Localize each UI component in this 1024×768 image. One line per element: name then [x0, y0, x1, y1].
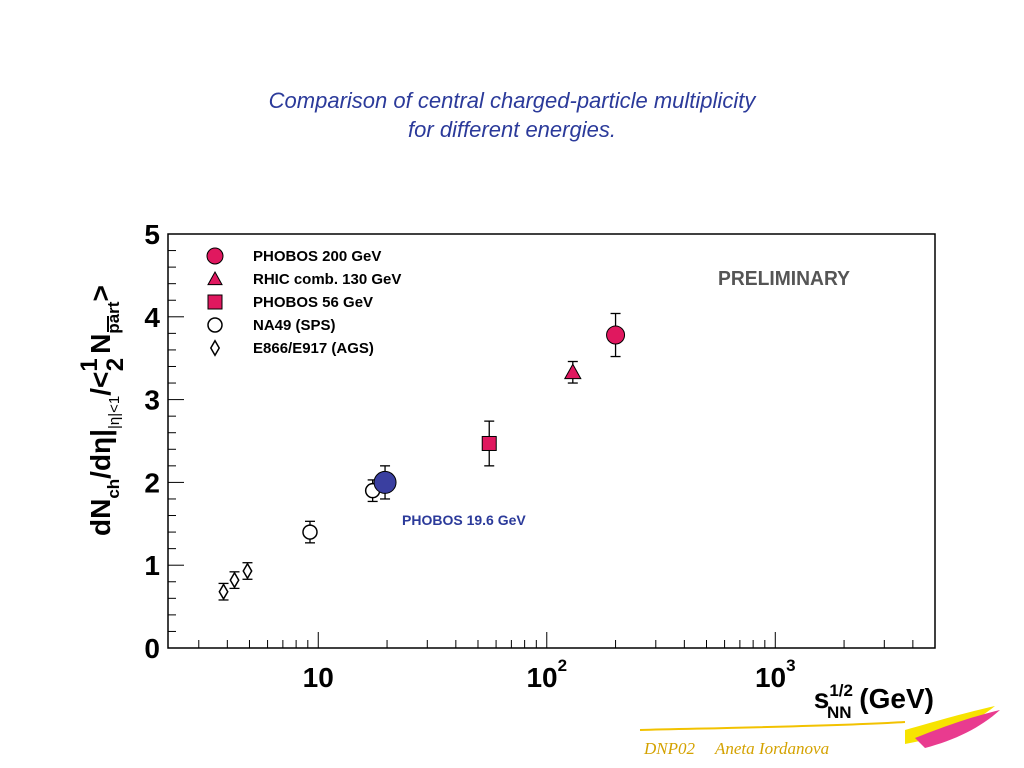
footer: DNP02 Aneta Iordanova [644, 739, 849, 759]
slide-title-line1: Comparison of central charged-particle m… [268, 88, 756, 113]
highlight-label: PHOBOS 19.6 GeV [402, 512, 526, 528]
legend: PHOBOS 200 GeV RHIC comb. 130 GeV PHOBOS 5… [206, 247, 401, 357]
slide-title-line2: for different energies. [408, 117, 616, 142]
legend-marker [207, 294, 223, 310]
y-tick-label: 2 [144, 467, 160, 498]
y-tick-label: 4 [144, 302, 160, 333]
x-tick-label: 102 [526, 656, 567, 693]
data-point-s4 [218, 583, 229, 601]
axes-layer: 0 1 2 3 4 5 10 102 103 s1/2 NN (GeV) dNch/dη||η|<1/… [76, 219, 936, 722]
plot-frame [167, 233, 936, 649]
data-point-s3 [302, 524, 318, 540]
footer-author: Aneta Iordanova [715, 739, 830, 758]
data-point-s1 [563, 363, 582, 380]
x-tick-label: 103 [755, 656, 796, 693]
legend-marker [206, 247, 224, 265]
footer-event: DNP02 [644, 739, 695, 758]
data-point-s4 [242, 562, 253, 580]
data-point-s4 [229, 571, 240, 589]
marks-layer: PHOBOS 19.6 GeV [218, 312, 626, 601]
y-axis-label: dNch/dη||η|<1/<12Npart> [76, 285, 129, 536]
y-tick-label: 5 [144, 219, 160, 250]
x-tick-label: 10 [303, 662, 334, 693]
legend-label: E866/E917 (AGS) [253, 340, 374, 357]
swoosh-logo [639, 706, 1000, 748]
legend-label: PHOBOS 200 GeV [253, 248, 381, 265]
legend-label: RHIC comb. 130 GeV [253, 271, 401, 288]
watermark-preliminary: PRELIMINARY [718, 268, 851, 290]
legend-marker [209, 339, 221, 357]
y-tick-label: 0 [144, 633, 160, 664]
legend-label: NA49 (SPS) [253, 317, 336, 334]
legend-marker [207, 270, 223, 286]
y-tick-label: 1 [144, 550, 160, 581]
data-point-s2 [481, 435, 497, 451]
y-tick-label: 3 [144, 385, 160, 416]
x-axis-label: s1/2 NN (GeV) [814, 681, 934, 722]
data-point-phobos-19 [373, 470, 397, 494]
legend-marker [207, 317, 223, 333]
legend-label: PHOBOS 56 GeV [253, 294, 373, 311]
data-point-s0 [606, 325, 626, 345]
